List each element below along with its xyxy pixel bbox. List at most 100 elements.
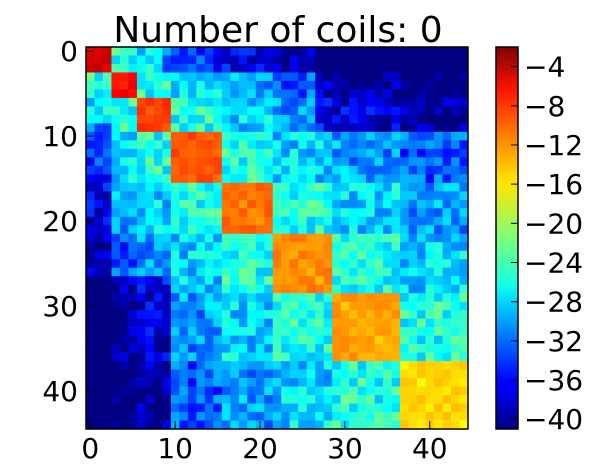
heatmap-cell xyxy=(298,412,308,421)
heatmap-cell xyxy=(111,131,121,141)
heatmap-cell xyxy=(374,267,384,277)
heatmap-cell xyxy=(128,242,138,252)
heatmap-cell xyxy=(119,420,129,430)
heatmap-cell xyxy=(264,386,274,396)
heatmap-cell xyxy=(374,420,384,430)
heatmap-cell xyxy=(417,293,426,302)
heatmap-cell xyxy=(298,344,308,353)
heatmap-cell xyxy=(451,89,460,99)
heatmap-cell xyxy=(179,335,189,345)
heatmap-cell xyxy=(340,114,350,124)
heatmap-cell xyxy=(264,403,274,413)
heatmap-cell xyxy=(102,361,112,370)
heatmap-cell xyxy=(86,403,95,413)
heatmap-cell xyxy=(332,216,341,226)
heatmap-cell xyxy=(102,284,112,294)
heatmap-cell xyxy=(357,225,367,235)
heatmap-cell xyxy=(442,182,452,192)
heatmap-cell xyxy=(442,403,452,413)
heatmap-cell xyxy=(315,378,324,387)
heatmap-cell xyxy=(323,352,333,362)
heatmap-cell xyxy=(383,123,392,133)
heatmap-cell xyxy=(442,276,452,285)
heatmap-cell xyxy=(94,140,104,150)
heatmap-cell xyxy=(111,267,121,277)
heatmap-cell xyxy=(102,250,112,260)
heatmap-cell xyxy=(442,191,452,201)
heatmap-cell xyxy=(187,225,197,235)
heatmap-cell xyxy=(179,259,189,269)
heatmap-cell xyxy=(306,140,316,150)
heatmap-cell xyxy=(128,361,138,370)
heatmap-cell xyxy=(374,293,384,302)
heatmap-cell xyxy=(357,140,367,150)
heatmap-cell xyxy=(400,148,409,158)
heatmap-cell xyxy=(94,250,104,260)
heatmap-cell xyxy=(306,403,316,413)
heatmap-cell xyxy=(230,157,240,167)
heatmap-cell xyxy=(86,310,95,319)
heatmap-cell xyxy=(136,420,146,430)
heatmap-cell xyxy=(417,47,426,56)
heatmap-cell xyxy=(119,335,129,345)
heatmap-cell xyxy=(272,276,282,285)
heatmap-cell xyxy=(417,106,426,116)
heatmap-cell xyxy=(400,63,409,73)
heatmap-cell xyxy=(247,335,257,345)
y-tick-label: 20 xyxy=(42,205,78,238)
heatmap-cell xyxy=(374,276,384,285)
heatmap-cell xyxy=(451,72,460,82)
heatmap-cell xyxy=(247,114,257,124)
heatmap-cell xyxy=(408,412,418,421)
heatmap-cell xyxy=(374,191,384,201)
heatmap-cell xyxy=(136,301,146,311)
heatmap-cell xyxy=(247,242,257,252)
heatmap-cell xyxy=(315,89,324,99)
heatmap-cell xyxy=(119,344,129,353)
heatmap-cell xyxy=(366,165,375,175)
heatmap-cell xyxy=(451,216,460,226)
heatmap-cell xyxy=(451,157,460,167)
heatmap-cell xyxy=(391,310,401,319)
heatmap-cell xyxy=(425,276,435,285)
heatmap-cell xyxy=(238,89,248,99)
heatmap-cell xyxy=(179,352,189,362)
heatmap-cell xyxy=(459,369,469,379)
heatmap-cell xyxy=(272,250,282,260)
heatmap-cell xyxy=(442,63,452,73)
heatmap-cell xyxy=(136,395,146,404)
heatmap-cell xyxy=(86,165,95,175)
heatmap-cell xyxy=(94,386,104,396)
heatmap-cell xyxy=(119,293,129,302)
heatmap-cell xyxy=(340,148,350,158)
heatmap-cell xyxy=(111,284,121,294)
heatmap-cell xyxy=(323,182,333,192)
heatmap-cell xyxy=(400,182,409,192)
heatmap-cell xyxy=(281,293,291,302)
heatmap-cell xyxy=(349,191,358,201)
heatmap-cell xyxy=(111,403,121,413)
heatmap-cell xyxy=(162,123,172,133)
heatmap-cell xyxy=(349,318,358,328)
heatmap-cell xyxy=(315,335,324,345)
heatmap-cell xyxy=(204,148,214,158)
heatmap-cell xyxy=(102,293,112,302)
heatmap-cell xyxy=(366,97,375,107)
heatmap-cell xyxy=(442,216,452,226)
heatmap-cell xyxy=(136,174,146,184)
heatmap-cell xyxy=(383,157,392,167)
heatmap-cell xyxy=(221,131,231,141)
heatmap-cell xyxy=(111,89,121,99)
heatmap-cell xyxy=(102,63,112,73)
heatmap-cell xyxy=(230,165,240,175)
heatmap-cell xyxy=(213,47,223,56)
heatmap-cell xyxy=(136,259,146,269)
heatmap-cell xyxy=(94,267,104,277)
heatmap-cell xyxy=(315,72,324,82)
heatmap-cell xyxy=(323,301,333,311)
heatmap-cell xyxy=(102,191,112,201)
heatmap-cell xyxy=(272,378,282,387)
heatmap-cell xyxy=(391,412,401,421)
heatmap-cell xyxy=(170,327,180,336)
heatmap-cell xyxy=(238,310,248,319)
